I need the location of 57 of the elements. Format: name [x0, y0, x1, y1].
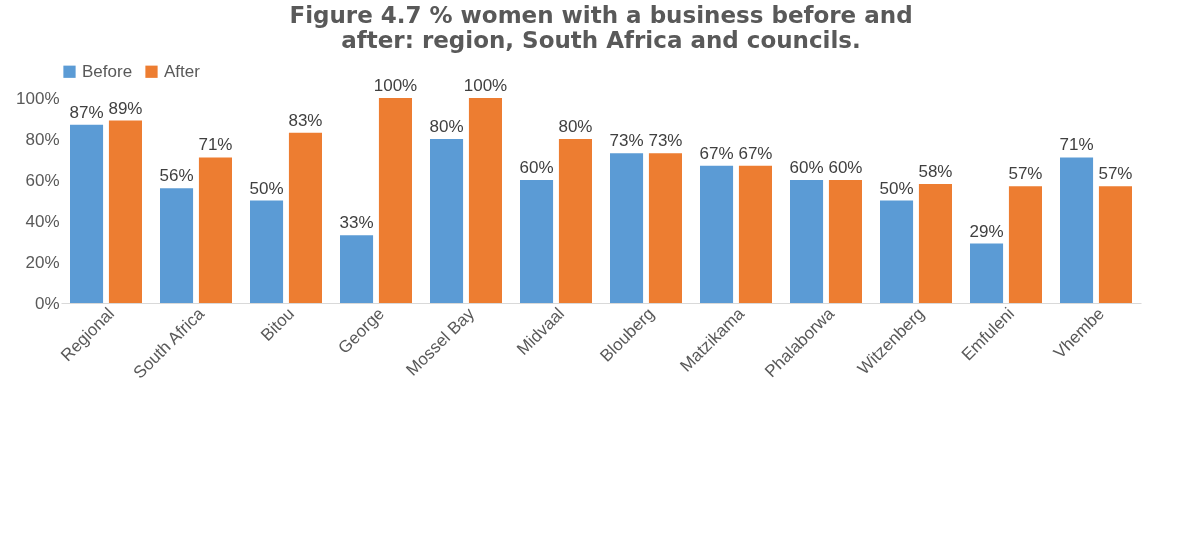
chart-title: Figure 4.7 % women with a business before and after: region, South Africa and councils. — [289, 2, 913, 53]
bar — [468, 98, 502, 303]
data-label: 60% — [519, 158, 554, 177]
data-label: 73% — [609, 131, 644, 151]
bar — [880, 200, 914, 303]
data-label: 83% — [288, 110, 323, 130]
bar — [558, 139, 592, 303]
y-tick-label: 80% — [25, 129, 60, 149]
bar — [918, 184, 952, 303]
data-label: 100% — [373, 76, 418, 95]
data-label: 89% — [108, 98, 143, 118]
data-label: 29% — [969, 221, 1004, 241]
data-label: 60% — [789, 158, 824, 177]
bar — [648, 153, 682, 303]
legend-label: Before — [82, 61, 133, 81]
data-label: 57% — [1008, 164, 1043, 184]
bar — [790, 180, 824, 303]
bar — [700, 165, 734, 303]
bar — [520, 180, 554, 303]
data-label: 57% — [1098, 164, 1133, 184]
bar — [610, 153, 644, 303]
data-label: 100% — [463, 76, 508, 95]
data-label: 80% — [558, 117, 593, 136]
y-tick-label: 20% — [25, 252, 60, 272]
data-label: 71% — [198, 135, 233, 155]
data-label: 33% — [339, 213, 374, 233]
bar — [108, 120, 142, 303]
data-label: 56% — [159, 166, 194, 186]
bar — [198, 157, 232, 303]
y-tick-label: 60% — [25, 170, 60, 190]
bar — [1060, 157, 1094, 303]
data-label: 80% — [429, 117, 464, 136]
data-label: 67% — [738, 143, 773, 163]
bar — [1008, 186, 1042, 303]
data-label: 60% — [828, 158, 863, 177]
data-label: 73% — [648, 131, 683, 151]
data-label: 50% — [879, 178, 914, 198]
bar — [430, 139, 464, 303]
y-tick-label: 40% — [25, 211, 60, 231]
bar — [288, 132, 322, 303]
data-label: 50% — [249, 178, 284, 198]
bar — [1098, 186, 1132, 303]
bar — [378, 98, 412, 303]
bar — [70, 124, 104, 303]
data-label: 71% — [1059, 135, 1094, 155]
bar — [250, 200, 284, 303]
legend-label: After — [164, 61, 201, 81]
bar — [160, 188, 194, 303]
y-tick-label: 0% — [34, 293, 60, 313]
data-label: 87% — [69, 102, 104, 122]
bar — [738, 165, 772, 303]
bar — [970, 243, 1004, 303]
bar — [828, 180, 862, 303]
data-label: 67% — [699, 143, 734, 163]
data-label: 58% — [918, 162, 953, 182]
bar — [340, 235, 374, 303]
y-tick-label: 100% — [16, 88, 60, 108]
